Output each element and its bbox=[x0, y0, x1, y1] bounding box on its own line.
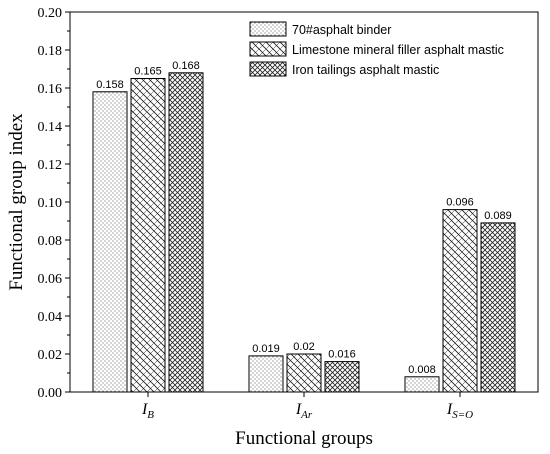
x-tick-label-sub: B bbox=[147, 409, 154, 421]
data-label: 0.089 bbox=[484, 210, 512, 222]
x-tick-label: IB bbox=[141, 401, 154, 421]
y-tick-label: 0.08 bbox=[38, 234, 63, 249]
y-tick-label: 0.04 bbox=[38, 310, 63, 325]
bar-1-1 bbox=[92, 91, 128, 393]
x-tick-label-main: I bbox=[446, 401, 453, 418]
x-tick-label-sub: Ar bbox=[300, 409, 313, 421]
y-tick-label: 0.00 bbox=[38, 386, 63, 401]
legend-label: Limestone mineral filler asphalt mastic bbox=[292, 43, 504, 57]
data-label: 0.008 bbox=[408, 364, 436, 376]
y-axis: 0.00 0.02 0.04 0.06 0.08 0.10 0.12 0.14 0.16 0.18… bbox=[38, 6, 70, 401]
bar-2-2 bbox=[286, 353, 322, 393]
data-label: 0.165 bbox=[134, 66, 162, 78]
x-tick-label-sub: S=O bbox=[452, 409, 473, 421]
legend-label: 70#asphalt binder bbox=[292, 23, 391, 37]
x-tick-label-main: I bbox=[295, 401, 302, 418]
bar-2-3 bbox=[324, 361, 360, 393]
legend-swatch bbox=[249, 61, 287, 77]
x-tick-label-main: I bbox=[141, 401, 148, 418]
bar-3-1 bbox=[404, 376, 440, 393]
data-label: 0.019 bbox=[252, 343, 280, 355]
y-tick-label: 0.12 bbox=[38, 158, 63, 173]
data-label: 0.016 bbox=[328, 349, 356, 361]
legend-swatch bbox=[249, 41, 287, 57]
legend: 70#asphalt binder Limestone mineral fille… bbox=[249, 21, 504, 77]
x-axis: IB IAr IS=O bbox=[141, 392, 473, 421]
y-tick-label: 0.16 bbox=[38, 82, 63, 97]
plot-area: 0.00 0.02 0.04 0.06 0.08 0.10 0.12 0.14 0.16 0.18… bbox=[38, 6, 539, 421]
bar-1-3 bbox=[168, 72, 204, 393]
x-axis-title: Functional groups bbox=[235, 428, 373, 449]
data-label: 0.02 bbox=[293, 341, 314, 353]
bar-3-3 bbox=[480, 222, 516, 393]
bar-1-2 bbox=[130, 78, 166, 393]
y-axis-title: Functional group index bbox=[6, 113, 27, 291]
data-label: 0.096 bbox=[446, 197, 474, 209]
bar-3-2 bbox=[442, 209, 478, 393]
x-tick-label: IAr bbox=[295, 401, 313, 421]
data-label: 0.158 bbox=[96, 79, 124, 91]
y-tick-label: 0.06 bbox=[38, 272, 63, 287]
y-tick-label: 0.18 bbox=[38, 44, 63, 59]
legend-label: Iron tailings asphalt mastic bbox=[292, 63, 439, 77]
data-labels: 0.158 0.165 0.168 0.019 0.02 0.016 0.008 0.096 0… bbox=[96, 60, 512, 376]
legend-swatch bbox=[249, 21, 287, 37]
bar-2-1 bbox=[248, 355, 284, 393]
bars bbox=[92, 72, 516, 393]
x-tick-label: IS=O bbox=[446, 401, 473, 421]
y-tick-label: 0.02 bbox=[38, 348, 63, 363]
y-tick-label: 0.10 bbox=[38, 196, 63, 211]
y-tick-label: 0.20 bbox=[38, 6, 63, 21]
data-label: 0.168 bbox=[172, 60, 200, 72]
y-tick-label: 0.14 bbox=[38, 120, 63, 135]
